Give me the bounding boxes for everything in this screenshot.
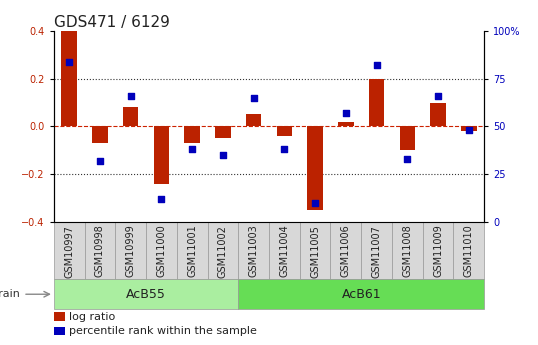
FancyBboxPatch shape xyxy=(330,222,361,279)
Point xyxy=(126,93,135,99)
Text: GSM11000: GSM11000 xyxy=(157,225,166,277)
FancyBboxPatch shape xyxy=(84,222,115,279)
Text: GSM11006: GSM11006 xyxy=(341,225,351,277)
FancyBboxPatch shape xyxy=(238,279,484,309)
FancyBboxPatch shape xyxy=(146,222,177,279)
Point xyxy=(311,200,320,206)
Bar xyxy=(369,79,384,126)
Text: strain: strain xyxy=(0,289,20,299)
Bar xyxy=(307,126,323,210)
Bar xyxy=(246,115,261,126)
Bar xyxy=(277,126,292,136)
Point xyxy=(249,95,258,100)
FancyBboxPatch shape xyxy=(54,279,238,309)
Text: GSM11002: GSM11002 xyxy=(218,225,228,277)
Text: GSM11009: GSM11009 xyxy=(433,225,443,277)
Point xyxy=(434,93,442,99)
FancyBboxPatch shape xyxy=(208,222,238,279)
FancyBboxPatch shape xyxy=(177,222,208,279)
Text: GSM11001: GSM11001 xyxy=(187,225,197,277)
Text: GDS471 / 6129: GDS471 / 6129 xyxy=(54,15,169,30)
FancyBboxPatch shape xyxy=(423,222,454,279)
FancyBboxPatch shape xyxy=(361,222,392,279)
Text: AcB55: AcB55 xyxy=(126,288,166,301)
Point xyxy=(65,59,74,64)
Bar xyxy=(338,122,353,126)
FancyBboxPatch shape xyxy=(115,222,146,279)
Point xyxy=(372,63,381,68)
Text: GSM10999: GSM10999 xyxy=(126,225,136,277)
Point xyxy=(403,156,412,161)
FancyBboxPatch shape xyxy=(454,222,484,279)
Text: GSM11010: GSM11010 xyxy=(464,225,474,277)
Text: AcB61: AcB61 xyxy=(342,288,381,301)
Bar xyxy=(430,102,446,126)
FancyBboxPatch shape xyxy=(269,222,300,279)
Bar xyxy=(154,126,169,184)
Bar xyxy=(61,31,77,126)
Bar xyxy=(400,126,415,150)
Bar xyxy=(54,312,65,321)
Bar xyxy=(215,126,231,138)
Point xyxy=(218,152,227,158)
Bar xyxy=(461,126,477,131)
FancyBboxPatch shape xyxy=(300,222,330,279)
Bar xyxy=(54,327,65,335)
Point xyxy=(280,147,289,152)
FancyBboxPatch shape xyxy=(392,222,423,279)
Text: GSM11007: GSM11007 xyxy=(372,225,381,277)
Point xyxy=(96,158,104,164)
Text: percentile rank within the sample: percentile rank within the sample xyxy=(69,326,257,336)
Point xyxy=(188,147,196,152)
Text: GSM10997: GSM10997 xyxy=(64,225,74,277)
Point xyxy=(157,196,166,201)
Bar xyxy=(185,126,200,143)
Text: GSM11003: GSM11003 xyxy=(249,225,259,277)
Bar xyxy=(123,107,138,126)
FancyBboxPatch shape xyxy=(54,222,84,279)
Point xyxy=(464,127,473,133)
Text: log ratio: log ratio xyxy=(69,312,115,322)
Point xyxy=(342,110,350,116)
Text: GSM11005: GSM11005 xyxy=(310,225,320,277)
FancyBboxPatch shape xyxy=(238,222,269,279)
Text: GSM11008: GSM11008 xyxy=(402,225,412,277)
Text: GSM11004: GSM11004 xyxy=(279,225,289,277)
Bar xyxy=(92,126,108,143)
Text: GSM10998: GSM10998 xyxy=(95,225,105,277)
